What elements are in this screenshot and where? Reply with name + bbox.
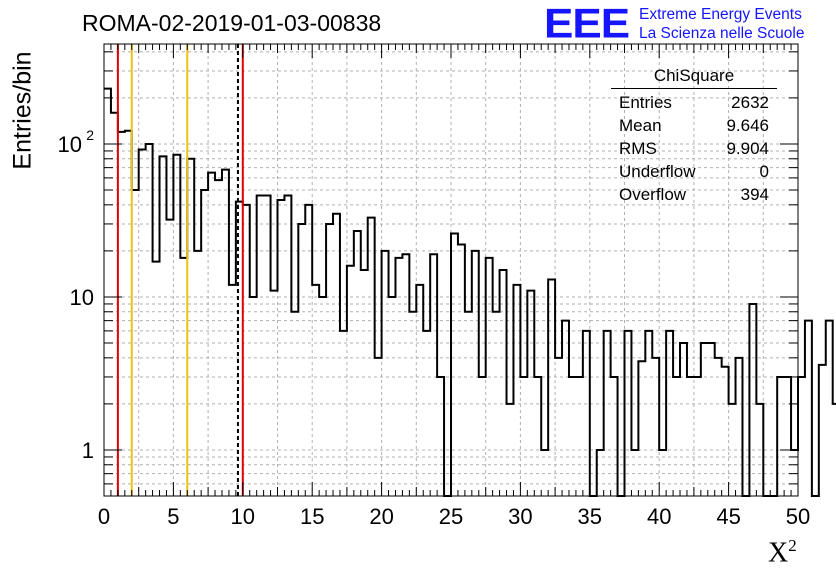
eee-logo: EEE Extreme Energy Events La Scienza nel… — [544, 0, 804, 47]
x-tick-label: 50 — [786, 504, 810, 529]
x-tick-label: 40 — [647, 504, 671, 529]
stats-value: 9.646 — [726, 116, 769, 135]
stats-label: RMS — [619, 139, 657, 158]
stats-row-rms: RMS 9.904 — [611, 137, 777, 160]
y-tick-label-exp: 2 — [86, 127, 94, 143]
logo-caption: Extreme Energy Events La Scienza nelle S… — [639, 5, 836, 43]
stats-label: Entries — [619, 93, 672, 112]
stats-value: 0 — [759, 162, 769, 181]
x-tick-label: 10 — [231, 504, 255, 529]
stats-label: Overflow — [619, 185, 687, 204]
x-tick-label: 15 — [300, 504, 324, 529]
x-axis-label-base: X — [768, 537, 789, 569]
x-axis-label: X2 — [768, 536, 797, 569]
x-tick-label: 45 — [716, 504, 740, 529]
stats-row-overflow: Overflow 394 — [611, 183, 777, 206]
x-tick-label: 30 — [508, 504, 532, 529]
x-tick-label: 20 — [369, 504, 393, 529]
logo-letters: EEE — [544, 0, 630, 47]
chart-title: ROMA-02-2019-01-03-00838 — [82, 10, 382, 36]
x-tick-label: 5 — [167, 504, 179, 529]
stats-value: 9.904 — [726, 139, 769, 158]
stats-row-entries: Entries 2632 — [611, 91, 777, 114]
x-tick-label: 0 — [98, 504, 110, 529]
x-axis-label-sup: 2 — [788, 536, 797, 555]
y-tick-label: 10 — [70, 285, 94, 310]
stats-value: 394 — [740, 185, 769, 204]
logo-line2: La Scienza nelle Scuole — [639, 25, 805, 42]
stats-row-underflow: Underflow 0 — [611, 160, 777, 183]
y-tick-label: 10 — [58, 132, 82, 157]
stats-box-title: ChiSquare — [611, 66, 777, 89]
stats-row-mean: Mean 9.646 — [611, 114, 777, 137]
stats-label: Underflow — [619, 162, 696, 181]
stats-label: Mean — [619, 116, 662, 135]
x-tick-label: 25 — [439, 504, 463, 529]
y-tick-label: 1 — [82, 438, 94, 463]
x-tick-label: 35 — [578, 504, 602, 529]
logo-line1: Extreme Energy Events — [639, 6, 802, 23]
y-axis-label: Entries/bin — [8, 51, 37, 170]
stats-box: ChiSquare Entries 2632 Mean 9.646 RMS 9.904… — [611, 66, 777, 206]
stats-value: 2632 — [731, 93, 769, 112]
